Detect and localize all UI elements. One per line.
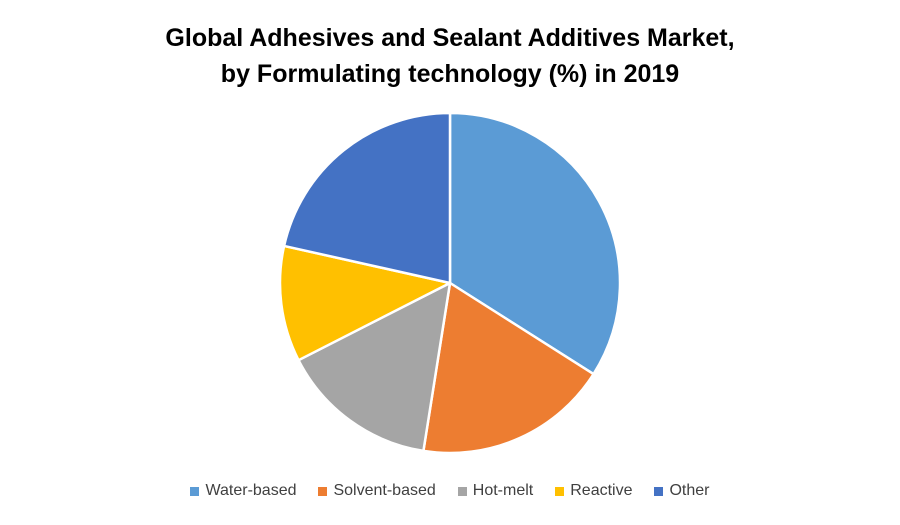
legend-label-water-based: Water-based [205, 482, 297, 499]
pie-slice-hot-melt [297, 281, 452, 453]
legend: Water-based Solvent-based Hot-melt React… [0, 482, 900, 500]
legend-label-hot-melt: Hot-melt [472, 482, 534, 499]
legend-swatch-water-based [190, 486, 200, 496]
chart-title-line-1: Global Adhesives and Sealant Additives M… [165, 24, 735, 52]
legend-swatch-hot-melt [457, 486, 467, 496]
legend-label-other: Other [669, 482, 710, 499]
chart-title-line-2: by Formulating technology (%) in 2019 [220, 60, 680, 88]
legend-item-other: Other [654, 482, 710, 500]
legend-item-reactive: Reactive [555, 482, 632, 500]
legend-swatch-reactive [555, 486, 565, 496]
chart-title: Global Adhesives and Sealant Additives M… [0, 20, 900, 92]
legend-label-reactive: Reactive [570, 482, 633, 499]
pie-slice-solvent-based [422, 281, 595, 455]
legend-label-solvent-based: Solvent-based [333, 482, 436, 499]
legend-item-solvent-based: Solvent-based [318, 482, 436, 500]
pie-slice-other [282, 111, 452, 285]
legend-swatch-other [654, 486, 664, 496]
legend-item-hot-melt: Hot-melt [457, 482, 534, 500]
legend-swatch-solvent-based [318, 486, 328, 496]
legend-item-water-based: Water-based [190, 482, 296, 500]
